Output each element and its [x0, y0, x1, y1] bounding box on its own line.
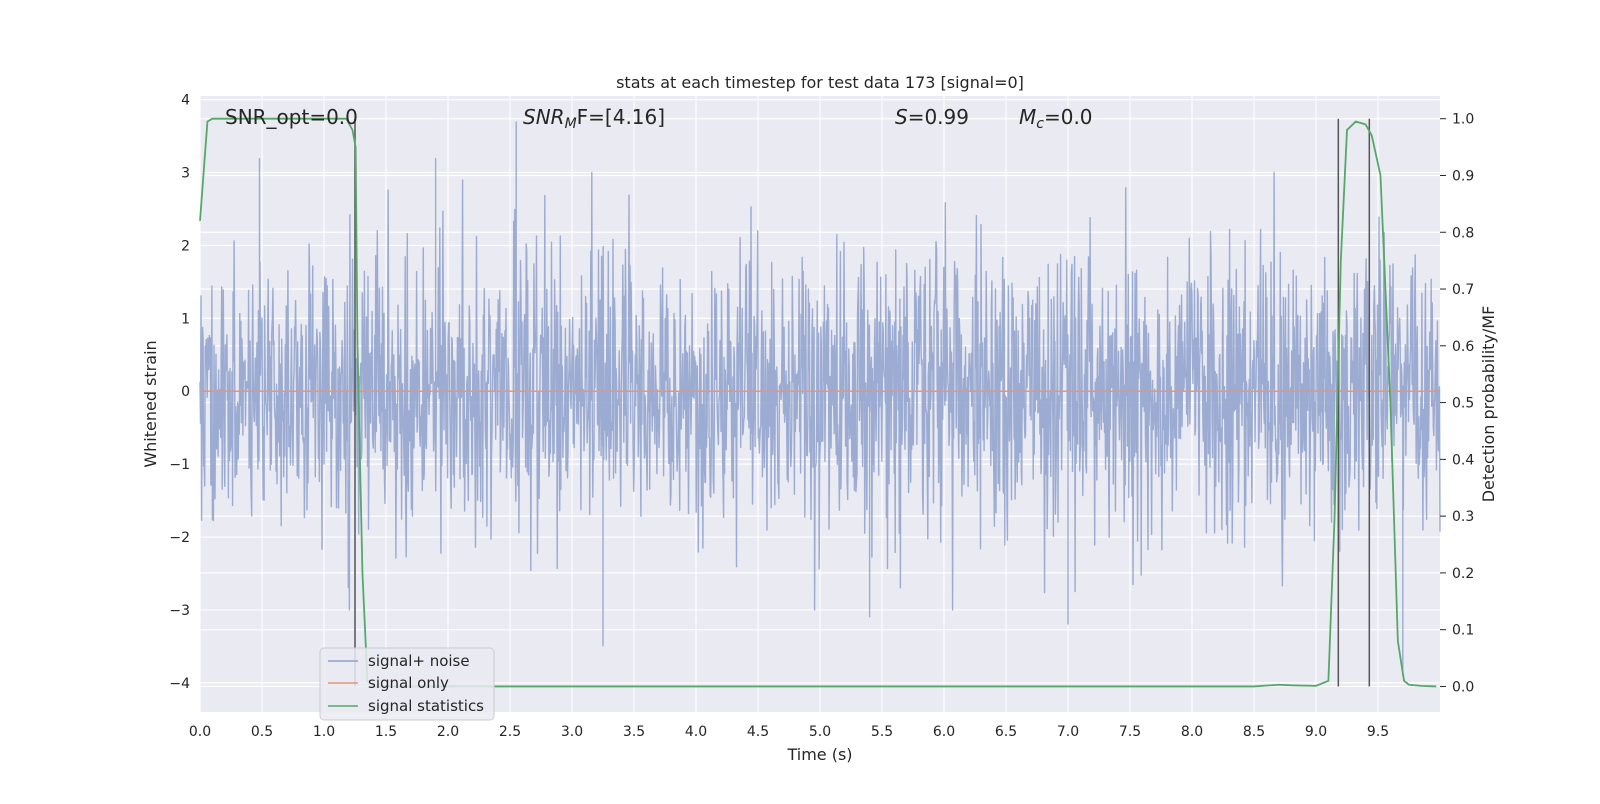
y-tick-label-right: 1.0 — [1452, 112, 1474, 128]
x-tick-label: 6.5 — [995, 724, 1017, 740]
y-tick-label-right: 0.5 — [1452, 396, 1474, 412]
x-tick-label: 2.5 — [499, 724, 521, 740]
x-tick-label: 3.0 — [561, 724, 583, 740]
legend-label-signal-statistics: signal statistics — [368, 697, 484, 715]
y-tick-label-left: −1 — [169, 457, 190, 473]
annotation-mc: Mc=0.0 — [1019, 105, 1093, 132]
x-tick-label: 8.0 — [1181, 724, 1203, 740]
s-rest: =0.99 — [908, 105, 969, 129]
legend-label-signal-only: signal only — [368, 674, 449, 692]
snr-mf-rest: F=[4.16] — [577, 105, 665, 129]
tick-labels: 0.0 0.5 1.0 1.5 2.0 2.5 3.0 3.5 4.0 4.5 5.0 5.5 6.0 6… — [169, 93, 1474, 740]
chart-title: stats at each timestep for test data 173… — [616, 73, 1024, 92]
mc-main: M — [1019, 105, 1036, 129]
x-axis-label: Time (s) — [786, 745, 852, 764]
x-tick-label: 3.5 — [623, 724, 645, 740]
annotation-s: S=0.99 — [895, 105, 969, 129]
x-tick-label: 1.5 — [375, 724, 397, 740]
y-tick-label-right: 0.9 — [1452, 168, 1474, 184]
snr-mf-main: SNR — [523, 105, 565, 129]
x-tick-label: 4.0 — [685, 724, 707, 740]
x-tick-label: 7.5 — [1119, 724, 1141, 740]
x-tick-label: 1.0 — [313, 724, 335, 740]
series-signal-noise — [199, 121, 1441, 676]
mc-rest: =0.0 — [1044, 105, 1093, 129]
x-tick-label: 6.0 — [933, 724, 955, 740]
x-tick-label: 9.0 — [1305, 724, 1327, 740]
x-tick-label: 2.0 — [437, 724, 459, 740]
y-tick-label-left: 3 — [181, 166, 190, 182]
y-tick-label-right: 0.4 — [1452, 452, 1474, 468]
annotation-snr-opt: SNR_opt=0.0 — [225, 105, 358, 129]
x-tick-label: 9.5 — [1367, 724, 1389, 740]
y-axis-label-right: Detection probability/MF — [1479, 306, 1498, 503]
x-tick-label: 7.0 — [1057, 724, 1079, 740]
x-tick-label: 0.0 — [189, 724, 211, 740]
y-tick-label-right: 0.2 — [1452, 566, 1474, 582]
legend-box — [319, 647, 495, 721]
x-tick-label: 0.5 — [251, 724, 273, 740]
y-tick-label-right: 0.8 — [1452, 225, 1474, 241]
signal-noise-series — [199, 121, 1441, 676]
legend: signal+ noise signal only signal statist… — [319, 647, 495, 721]
y-tick-label-left: 1 — [181, 311, 190, 327]
series-signal-statistics — [199, 117, 1437, 688]
y-axis-label-left: Whitened strain — [141, 340, 160, 467]
legend-label-signal-noise: signal+ noise — [368, 652, 470, 670]
annotation-snr-mf: SNRMF=[4.16] — [523, 105, 665, 132]
s-main: S — [895, 105, 908, 129]
vertical-markers — [199, 117, 1437, 688]
x-tick-label: 5.5 — [871, 724, 893, 740]
y-tick-label-right: 0.3 — [1452, 509, 1474, 525]
x-tick-label: 8.5 — [1243, 724, 1265, 740]
x-tick-label: 4.5 — [747, 724, 769, 740]
mc-sub: c — [1036, 116, 1044, 132]
y-tick-label-right: 0.7 — [1452, 282, 1474, 298]
y-tick-label-left: −2 — [169, 530, 190, 546]
snr-mf-sub: M — [565, 116, 577, 132]
y-tick-label-left: −3 — [169, 603, 190, 619]
y-tick-label-left: 0 — [181, 384, 190, 400]
y-tick-label-left: 4 — [181, 93, 190, 109]
y-tick-label-right: 0.0 — [1452, 679, 1474, 695]
x-tick-label: 5.0 — [809, 724, 831, 740]
y-tick-label-right: 0.6 — [1452, 339, 1474, 355]
y-tick-label-left: −4 — [169, 676, 190, 692]
y-tick-label-right: 0.1 — [1452, 623, 1474, 639]
y-tick-label-left: 2 — [181, 238, 190, 254]
